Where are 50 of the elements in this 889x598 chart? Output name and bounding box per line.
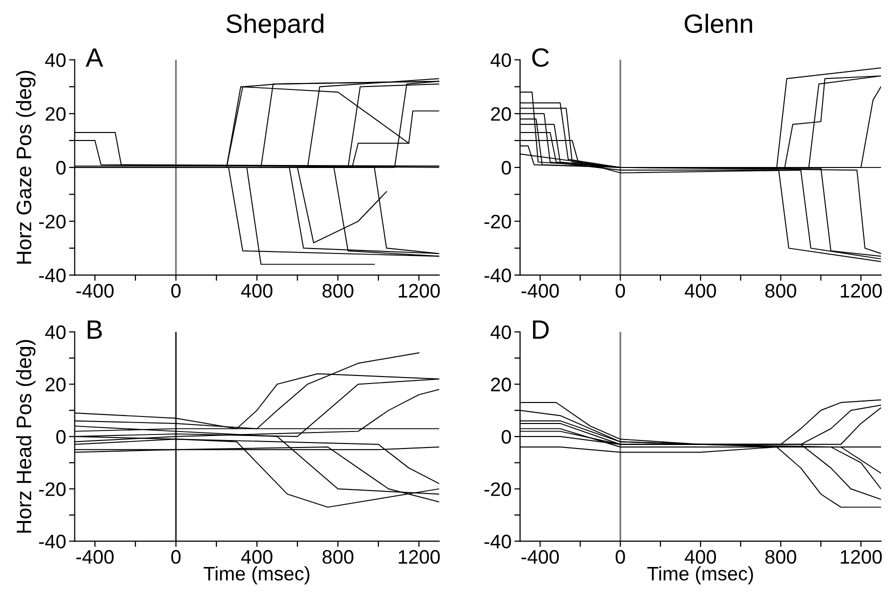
x-tick-label: 0	[616, 284, 625, 298]
y-tick-label: -20	[484, 214, 511, 228]
annotation: A	[86, 48, 104, 67]
y-tick-label: -40	[39, 534, 66, 548]
x-axis-title: Time (msec)	[204, 566, 310, 584]
y-tick-label: 40	[45, 325, 66, 340]
x-tick-label: 800	[322, 550, 354, 564]
x-tick-label: 400	[684, 550, 716, 564]
annotation: B	[88, 320, 102, 339]
x-tick-label: 0	[616, 550, 625, 564]
x-tick-label: -400	[522, 284, 559, 298]
x-tick-label: -400	[76, 284, 114, 298]
x-tick-label: 0	[171, 284, 181, 298]
y-axis-title: Horz Gaze Pos (deg)	[16, 70, 36, 264]
y-tick-label: 40	[45, 53, 66, 68]
y-tick-label: 0	[502, 160, 511, 175]
y-tick-label: 0	[56, 160, 66, 175]
x-tick-label: 1200	[840, 284, 882, 298]
x-tick-label: 800	[765, 284, 796, 298]
y-tick-label: 20	[46, 378, 66, 392]
chart-title: Shepard	[226, 14, 324, 38]
x-tick-label: -400	[76, 550, 114, 564]
x-tick-label: 400	[241, 284, 272, 298]
y-tick-label: 0	[502, 430, 511, 444]
y-tick-label: -40	[484, 268, 511, 282]
x-tick-label: 800	[765, 550, 796, 564]
y-tick-label: -20	[484, 482, 511, 496]
y-tick-label: 40	[490, 325, 511, 340]
x-tick-label: 800	[322, 284, 354, 298]
annotation: C	[532, 48, 549, 67]
y-tick-label: -40	[484, 534, 511, 548]
x-tick-label: 1200	[398, 550, 440, 564]
x-axis-title: Time (msec)	[647, 566, 753, 584]
annotation: D	[533, 320, 549, 339]
chart-title: Glenn	[684, 14, 752, 34]
x-tick-label: -400	[522, 550, 559, 564]
x-tick-label: 1200	[840, 550, 882, 564]
y-tick-label: 0	[56, 430, 66, 444]
y-tick-label: 20	[491, 378, 511, 392]
x-tick-label: 1200	[398, 284, 440, 298]
y-tick-label: 20	[46, 107, 66, 121]
x-tick-label: 400	[684, 284, 716, 298]
y-tick-label: -40	[39, 268, 66, 282]
y-tick-label: 20	[491, 107, 511, 121]
y-tick-label: -20	[39, 214, 66, 228]
y-axis-title: Horz Head Pos (deg)	[16, 340, 36, 533]
y-tick-label: -20	[39, 482, 66, 496]
x-tick-label: 400	[241, 550, 272, 564]
x-tick-label: 0	[171, 550, 181, 564]
y-tick-label: 40	[490, 53, 511, 68]
